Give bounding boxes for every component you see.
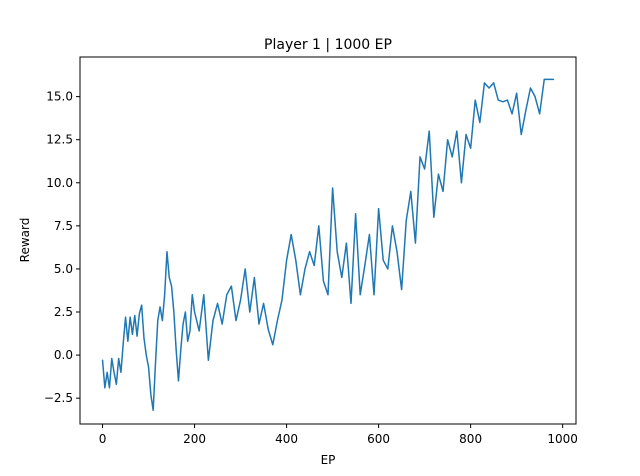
y-tick-label: 5.0	[54, 262, 73, 276]
x-tick-label: 400	[275, 432, 298, 446]
chart-title: Player 1 | 1000 EP	[264, 37, 392, 53]
x-tick-label: 600	[367, 432, 390, 446]
x-tick-label: 0	[99, 432, 107, 446]
x-axis: 0 200 400 600 800 1000	[99, 424, 578, 446]
x-tick-label: 1000	[547, 432, 578, 446]
x-tick-label: 800	[459, 432, 482, 446]
series-line	[101, 78, 555, 411]
y-axis-label: Reward	[18, 218, 32, 263]
y-axis: −2.5 0.0 2.5 5.0 7.5 10.0 12.5 15.0	[44, 90, 80, 405]
x-axis-label: EP	[321, 453, 336, 467]
y-tick-label: 0.0	[54, 348, 73, 362]
y-tick-label: 15.0	[46, 90, 73, 104]
y-tick-label: 2.5	[54, 305, 73, 319]
y-tick-label: 7.5	[54, 219, 73, 233]
plot-area-frame	[79, 56, 577, 425]
y-tick-label: 10.0	[46, 176, 73, 190]
y-tick-label: 12.5	[46, 133, 73, 147]
y-tick-label: −2.5	[44, 391, 73, 405]
x-tick-label: 200	[183, 432, 206, 446]
